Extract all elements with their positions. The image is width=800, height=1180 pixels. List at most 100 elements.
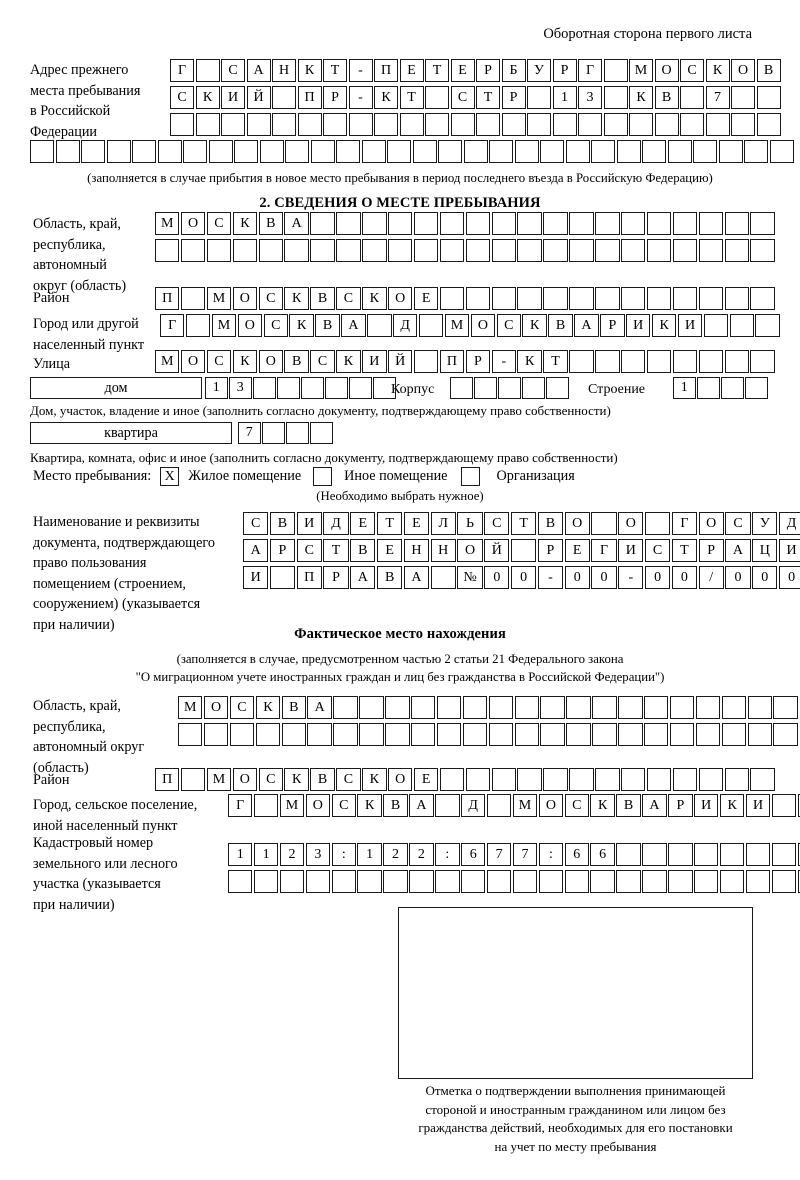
actual-region-r2-cell-3[interactable] [229,723,255,746]
city-cell-4[interactable]: О [237,314,263,337]
region-r2-cell-1[interactable] [155,239,180,262]
street-cell-19[interactable] [621,350,646,373]
document-r2-cell-3[interactable]: С [296,539,322,562]
document-r3-cell-19[interactable]: 0 [725,566,751,589]
region-r1-cell-1[interactable]: М [155,212,180,235]
actual-district-cell-9[interactable]: К [362,768,387,791]
previous-address-r4-cell-26[interactable] [667,140,692,163]
document-r3-cell-7[interactable]: А [403,566,430,589]
city-cell-24[interactable] [755,314,780,337]
actual-region-r2-cell-6[interactable] [307,723,332,746]
district-cell-7[interactable]: В [310,287,335,310]
cadastral-r1-cell-17[interactable] [642,843,667,866]
cadastral-r1-cell-23[interactable] [797,843,800,866]
district-cell-24[interactable] [750,287,775,310]
actual-region-r2-cell-22[interactable] [721,723,747,746]
city-cell-7[interactable]: В [315,314,340,337]
region-r2-cell-5[interactable] [258,239,283,262]
cadastral-r1-cell-6[interactable]: 1 [357,843,382,866]
house-cell-8[interactable] [373,377,396,399]
cadastral-r2-cell-2[interactable] [253,870,279,893]
house-cell-1[interactable]: 1 [205,377,228,399]
region-r2-cell-12[interactable] [439,239,465,262]
actual-region-r2-cell-12[interactable] [462,723,488,746]
previous-address-r1-cell-23[interactable]: О [731,59,755,82]
region-r1-cell-4[interactable]: К [232,212,258,235]
previous-address-r4-cell-5[interactable] [132,140,156,163]
cadastral-r2-cell-22[interactable] [771,870,797,893]
actual-district-cell-12[interactable] [439,768,465,791]
document-r1-cell-2[interactable]: В [269,512,296,535]
actual-district-cell-2[interactable] [180,768,206,791]
street-cell-16[interactable]: Т [543,350,568,373]
actual-region-r1-cell-12[interactable] [462,696,488,719]
actual-region-r1-cell-8[interactable] [359,696,384,719]
actual-city-cell-17[interactable]: А [642,794,667,817]
confirmation-stamp-box[interactable] [398,907,753,1079]
actual-district-cell-19[interactable] [621,768,646,791]
previous-address-r4-cell-2[interactable] [55,140,80,163]
actual-region-r1-cell-24[interactable] [773,696,798,719]
region-r1-cell-3[interactable]: С [206,212,232,235]
region-r1-cell-14[interactable] [491,212,516,235]
district-cell-13[interactable] [465,287,491,310]
actual-region-r1-cell-13[interactable] [488,696,514,719]
city-cell-5[interactable]: С [263,314,288,337]
previous-address-r3-cell-12[interactable] [450,113,475,136]
district-cell-5[interactable]: С [258,287,283,310]
document-r1-cell-1[interactable]: С [243,512,269,535]
previous-address-r4-cell-11[interactable] [285,140,309,163]
cadastral-r2-cell-20[interactable] [719,870,745,893]
document-r3-cell-18[interactable]: / [698,566,724,589]
stay-type-checkbox-residential[interactable]: X [160,467,180,486]
region-row-2[interactable] [155,239,776,262]
document-r2-cell-15[interactable]: И [618,539,644,562]
korpus-cell-3[interactable] [498,377,521,399]
document-r3-cell-2[interactable] [269,566,296,589]
cadastral-r1-cell-22[interactable] [771,843,797,866]
actual-district-cell-8[interactable]: С [336,768,361,791]
street-cell-1[interactable]: М [155,350,180,373]
actual-region-r2-cell-14[interactable] [514,723,539,746]
previous-address-r4-cell-18[interactable] [463,140,488,163]
previous-address-r2-cell-22[interactable]: 7 [705,86,730,109]
cadastral-r2-cell-1[interactable] [228,870,253,893]
document-r3-cell-4[interactable]: Р [323,566,349,589]
previous-address-r3-cell-3[interactable] [221,113,245,136]
previous-address-r2-cell-11[interactable] [425,86,449,109]
cadastral-r1-cell-16[interactable] [616,843,641,866]
previous-address-r4-cell-24[interactable] [616,140,641,163]
street-cell-11[interactable] [413,350,439,373]
actual-region-r2-cell-4[interactable] [255,723,281,746]
previous-address-row-3[interactable] [170,113,782,136]
document-r2-cell-6[interactable]: Е [376,539,403,562]
region-r2-cell-19[interactable] [621,239,646,262]
document-r2-cell-18[interactable]: Р [698,539,724,562]
document-r2-cell-19[interactable]: А [725,539,751,562]
city-cell-17[interactable]: А [574,314,599,337]
document-r1-cell-13[interactable]: О [564,512,590,535]
stay-type-checkbox-organization[interactable] [461,467,481,486]
cadastral-r2-cell-5[interactable] [331,870,356,893]
actual-district-cell-20[interactable] [646,768,672,791]
previous-address-r1-cell-5[interactable]: Н [272,59,296,82]
previous-address-r2-cell-18[interactable] [603,86,628,109]
house-cell-5[interactable] [301,377,324,399]
flat-cell-2[interactable] [262,422,285,444]
previous-address-r1-cell-10[interactable]: Е [399,59,424,82]
korpus-cell-1[interactable] [450,377,473,399]
actual-city-cell-12[interactable]: М [512,794,538,817]
region-r1-cell-20[interactable] [646,212,672,235]
actual-city-cell-20[interactable]: К [719,794,745,817]
district-cell-3[interactable]: М [206,287,232,310]
region-r1-cell-23[interactable] [724,212,749,235]
actual-district-cell-21[interactable] [672,768,698,791]
street-cell-23[interactable] [724,350,749,373]
cadastral-r2-cell-4[interactable] [305,870,331,893]
previous-address-r1-cell-4[interactable]: А [246,59,271,82]
previous-address-r1-cell-15[interactable]: У [527,59,551,82]
actual-district-cell-23[interactable] [724,768,749,791]
